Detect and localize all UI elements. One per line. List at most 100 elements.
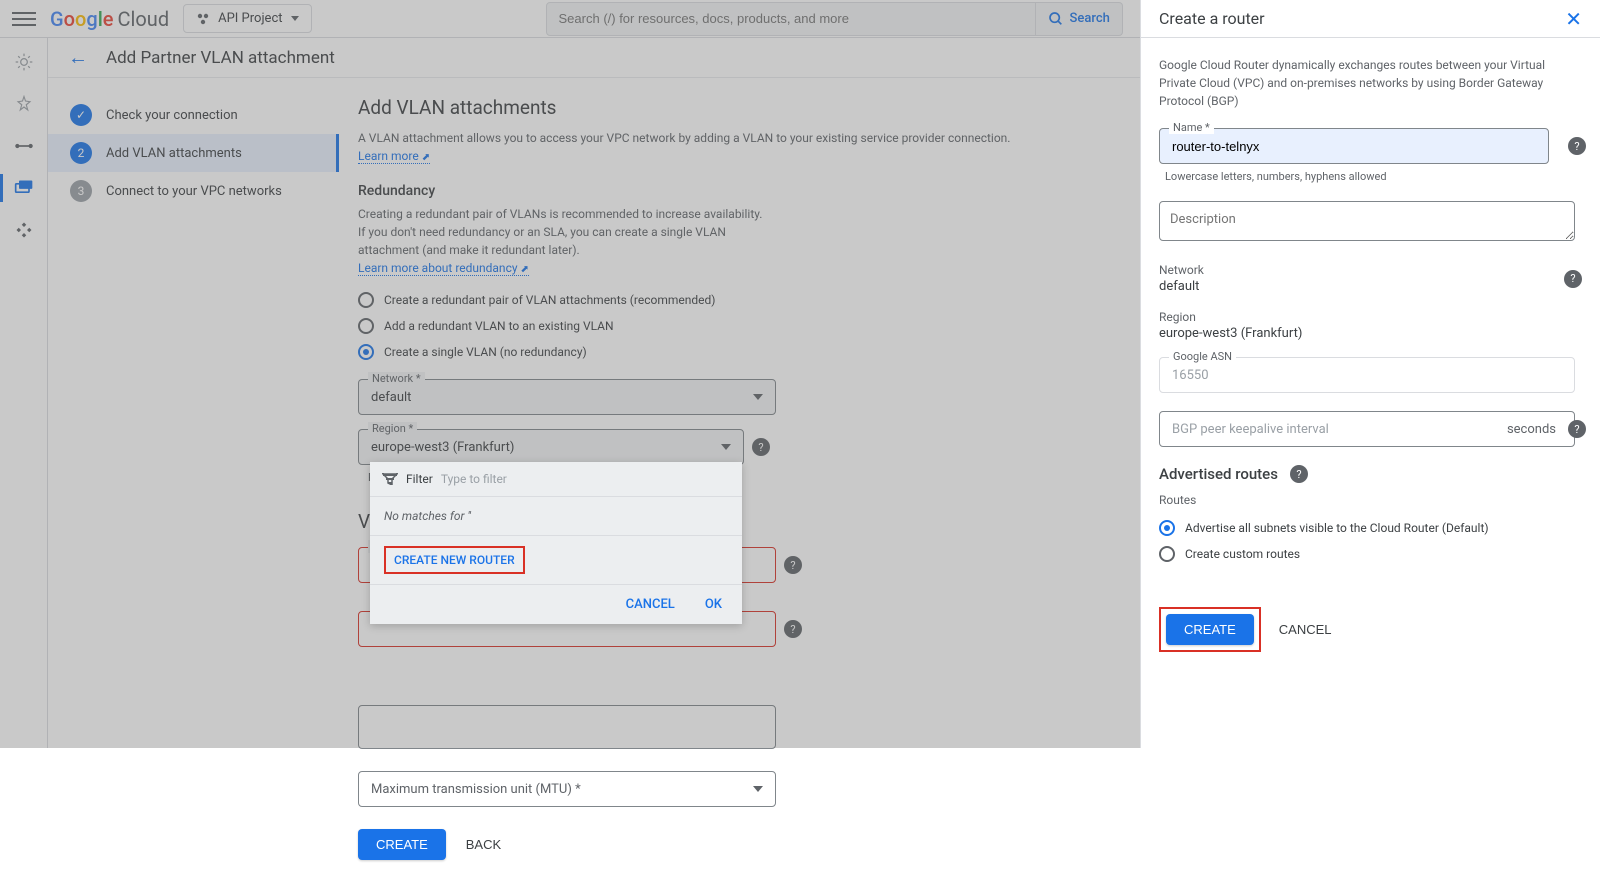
step-1[interactable]: ✓ Check your connection (48, 96, 338, 134)
radio-icon (358, 318, 374, 334)
help-icon[interactable]: ? (1564, 270, 1582, 288)
route-label: Advertise all subnets visible to the Clo… (1185, 521, 1489, 535)
help-icon[interactable]: ? (784, 556, 802, 574)
page-title: Add Partner VLAN attachment (106, 48, 335, 68)
search-input[interactable] (546, 2, 1036, 36)
panel-create-button[interactable]: CREATE (1166, 614, 1254, 645)
dropdown-ok[interactable]: OK (705, 597, 722, 612)
step-2[interactable]: 2 Add VLAN attachments (48, 134, 338, 172)
router-name-input[interactable] (1172, 129, 1536, 163)
mtu-field: Maximum transmission unit (MTU) * (358, 771, 776, 807)
create-new-router-button[interactable]: CREATE NEW ROUTER (384, 546, 525, 574)
panel-description: Google Cloud Router dynamically exchange… (1159, 56, 1582, 110)
asn-field: Google ASN 16550 (1159, 357, 1582, 393)
radio-option-2[interactable]: Add a redundant VLAN to an existing VLAN (358, 313, 1018, 339)
route-option-1[interactable]: Advertise all subnets visible to the Clo… (1159, 515, 1582, 541)
radio-label: Create a redundant pair of VLAN attachme… (384, 293, 715, 307)
rail-icon-5[interactable] (14, 220, 34, 240)
close-icon[interactable]: ✕ (1565, 7, 1582, 31)
region-value: europe-west3 (Frankfurt) (1159, 326, 1582, 341)
redundancy-desc: Creating a redundant pair of VLANs is re… (358, 205, 768, 277)
create-highlight: CREATE (1159, 607, 1261, 652)
create-button[interactable]: CREATE (358, 829, 446, 860)
create-router-row: CREATE NEW ROUTER (370, 536, 742, 585)
route-option-2[interactable]: Create custom routes (1159, 541, 1582, 567)
step-number: 2 (70, 142, 92, 164)
learn-more-redundancy-link[interactable]: Learn more about redundancy ⬈ (358, 261, 529, 276)
route-label: Create custom routes (1185, 547, 1300, 561)
router-description-input[interactable] (1159, 201, 1575, 241)
help-icon[interactable]: ? (1568, 420, 1586, 438)
routes-label: Routes (1159, 493, 1582, 507)
bgp-unit: seconds (1507, 422, 1556, 437)
logo-cloud: Cloud (118, 7, 170, 31)
gcp-logo[interactable]: Google Cloud (50, 7, 169, 31)
network-value: default (1159, 279, 1556, 294)
radio-icon (1159, 546, 1175, 562)
help-icon[interactable]: ? (784, 620, 802, 638)
network-label: Network (1159, 263, 1556, 277)
dropdown-cancel[interactable]: CANCEL (626, 597, 675, 612)
chevron-down-icon (753, 786, 763, 792)
field-label: Name * (1169, 121, 1214, 134)
hamburger-icon[interactable] (12, 7, 36, 31)
filter-label: Filter (406, 472, 433, 486)
radio-label: Add a redundant VLAN to an existing VLAN (384, 319, 614, 333)
field-label: Region * (368, 422, 417, 435)
step-number: 3 (70, 180, 92, 202)
chevron-down-icon (753, 394, 763, 400)
back-button[interactable]: BACK (466, 829, 501, 860)
rail-icon-active[interactable] (14, 178, 34, 198)
radio-icon (358, 292, 374, 308)
search-button[interactable]: Search (1036, 2, 1123, 36)
region-value: europe-west3 (Frankfurt) (371, 440, 721, 455)
bgp-label: BGP peer keepalive interval (1172, 422, 1329, 437)
project-selector[interactable]: API Project (183, 4, 311, 33)
search-container: Search (546, 2, 1123, 36)
region-label: Region (1159, 310, 1582, 324)
search-button-label: Search (1070, 11, 1110, 26)
panel-header: Create a router ✕ (1141, 0, 1600, 38)
project-icon (196, 12, 210, 26)
radio-icon (358, 344, 374, 360)
learn-more-link[interactable]: Learn more ⬈ (358, 149, 430, 164)
form-intro: A VLAN attachment allows you to access y… (358, 129, 1018, 165)
help-icon[interactable]: ? (1290, 465, 1308, 483)
chevron-down-icon (721, 444, 731, 450)
back-arrow-icon[interactable]: ← (68, 45, 88, 70)
rail-icon-2[interactable] (14, 94, 34, 114)
field-label: Google ASN (1169, 350, 1236, 363)
check-icon: ✓ (70, 104, 92, 126)
left-icon-rail (0, 38, 48, 748)
panel-cancel-button[interactable]: CANCEL (1279, 622, 1332, 637)
region-field: Region * europe-west3 (Frankfurt) ? (358, 429, 776, 465)
advertised-routes-heading: Advertised routes ? (1159, 465, 1582, 483)
search-icon (1048, 11, 1064, 27)
help-icon[interactable]: ? (1568, 137, 1586, 155)
external-link-icon: ⬈ (521, 264, 529, 275)
network-value: default (371, 390, 753, 405)
stepper-sidebar: ✓ Check your connection 2 Add VLAN attac… (48, 78, 338, 210)
rail-icon-1[interactable] (14, 52, 34, 72)
redundancy-heading: Redundancy (358, 183, 1018, 199)
rail-icon-3[interactable] (14, 136, 34, 156)
bgp-field: BGP peer keepalive interval seconds ? (1159, 411, 1582, 447)
external-link-icon: ⬈ (422, 152, 430, 163)
no-match-text: No matches for '' (370, 497, 742, 536)
step-3[interactable]: 3 Connect to your VPC networks (48, 172, 338, 210)
help-icon[interactable]: ? (752, 438, 770, 456)
bgp-input[interactable]: BGP peer keepalive interval seconds (1159, 411, 1575, 447)
description-textarea[interactable] (358, 705, 776, 749)
radio-option-3[interactable]: Create a single VLAN (no redundancy) (358, 339, 1018, 365)
panel-title: Create a router (1159, 9, 1565, 28)
logo-google: Google (50, 7, 114, 31)
radio-option-1[interactable]: Create a redundant pair of VLAN attachme… (358, 287, 1018, 313)
filter-placeholder[interactable]: Type to filter (441, 472, 507, 486)
filter-row: Filter Type to filter (370, 462, 742, 497)
step-label: Add VLAN attachments (106, 146, 242, 161)
step-label: Connect to your VPC networks (106, 184, 282, 199)
panel-body: Google Cloud Router dynamically exchange… (1141, 38, 1600, 748)
field-label: Network * (368, 372, 425, 385)
mtu-select[interactable]: Maximum transmission unit (MTU) * (358, 771, 776, 807)
step-label: Check your connection (106, 108, 238, 123)
